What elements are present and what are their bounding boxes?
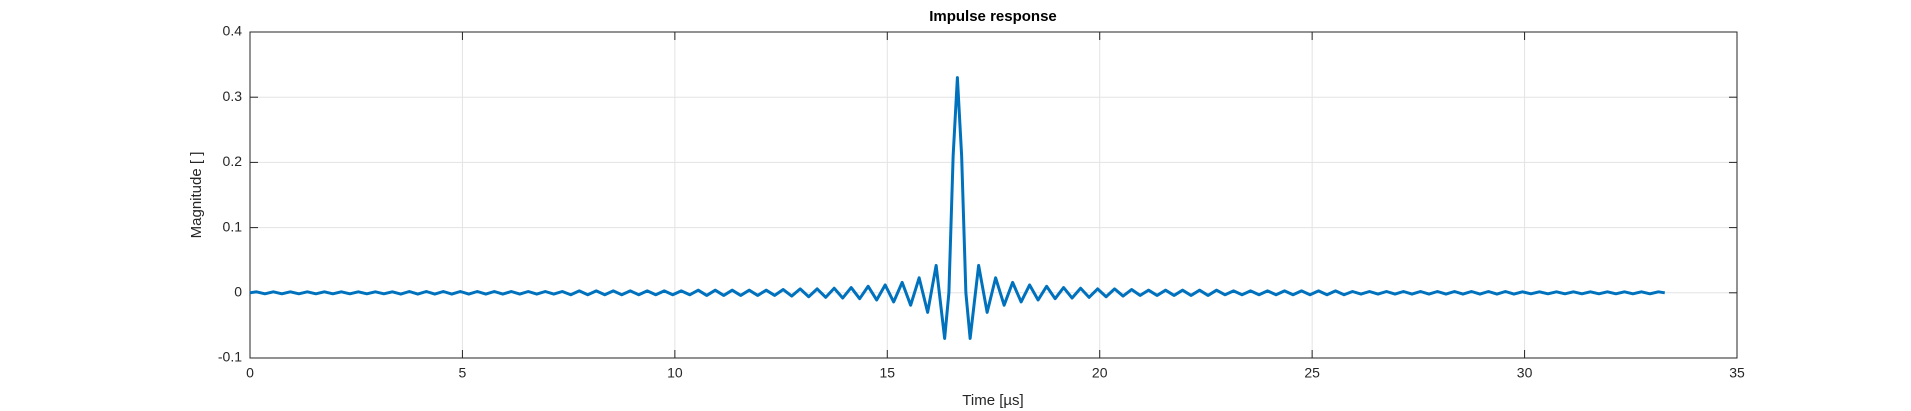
plot-area: [250, 32, 1737, 358]
x-tick-label: 0: [246, 365, 254, 381]
data-line: [249, 76, 1665, 340]
chart-title: Impulse response: [929, 8, 1057, 25]
y-tick-label: 0.3: [223, 88, 243, 104]
x-tick-label: 20: [1092, 365, 1108, 381]
x-axis-label: Time [µs]: [962, 392, 1023, 409]
y-tick-label: 0.4: [223, 23, 243, 39]
x-tick-label: 10: [667, 365, 683, 381]
axes-box: [249, 31, 1738, 359]
y-tick-label: 0.1: [223, 218, 243, 234]
x-tick-label: 15: [879, 365, 895, 381]
y-tick-label: -0.1: [218, 349, 242, 365]
y-axis-label: Magnitude [ ]: [188, 152, 205, 239]
x-tick-label: 30: [1517, 365, 1533, 381]
x-tick-label: 35: [1729, 365, 1745, 381]
y-tick-label: 0.2: [223, 153, 243, 169]
x-tick-label: 5: [459, 365, 467, 381]
y-tick-label: 0: [234, 284, 242, 300]
x-tick-label: 25: [1304, 365, 1320, 381]
